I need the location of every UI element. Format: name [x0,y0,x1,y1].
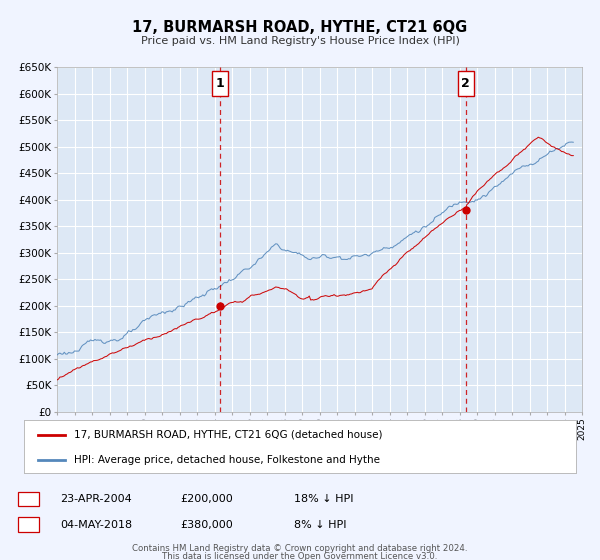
FancyBboxPatch shape [458,71,473,96]
Text: 18% ↓ HPI: 18% ↓ HPI [294,494,353,504]
Text: HPI: Average price, detached house, Folkestone and Hythe: HPI: Average price, detached house, Folk… [74,455,380,465]
Text: 1: 1 [25,494,32,504]
Text: 04-MAY-2018: 04-MAY-2018 [60,520,132,530]
Text: 17, BURMARSH ROAD, HYTHE, CT21 6QG: 17, BURMARSH ROAD, HYTHE, CT21 6QG [133,20,467,35]
Text: 8% ↓ HPI: 8% ↓ HPI [294,520,347,530]
Text: 2: 2 [25,520,32,530]
Text: 23-APR-2004: 23-APR-2004 [60,494,132,504]
Text: £200,000: £200,000 [180,494,233,504]
Text: 2: 2 [461,77,470,90]
Text: £380,000: £380,000 [180,520,233,530]
Text: Contains HM Land Registry data © Crown copyright and database right 2024.: Contains HM Land Registry data © Crown c… [132,544,468,553]
Text: 17, BURMARSH ROAD, HYTHE, CT21 6QG (detached house): 17, BURMARSH ROAD, HYTHE, CT21 6QG (deta… [74,430,382,440]
Text: This data is licensed under the Open Government Licence v3.0.: This data is licensed under the Open Gov… [163,552,437,560]
Text: 1: 1 [216,77,224,90]
FancyBboxPatch shape [212,71,228,96]
Text: Price paid vs. HM Land Registry's House Price Index (HPI): Price paid vs. HM Land Registry's House … [140,36,460,46]
